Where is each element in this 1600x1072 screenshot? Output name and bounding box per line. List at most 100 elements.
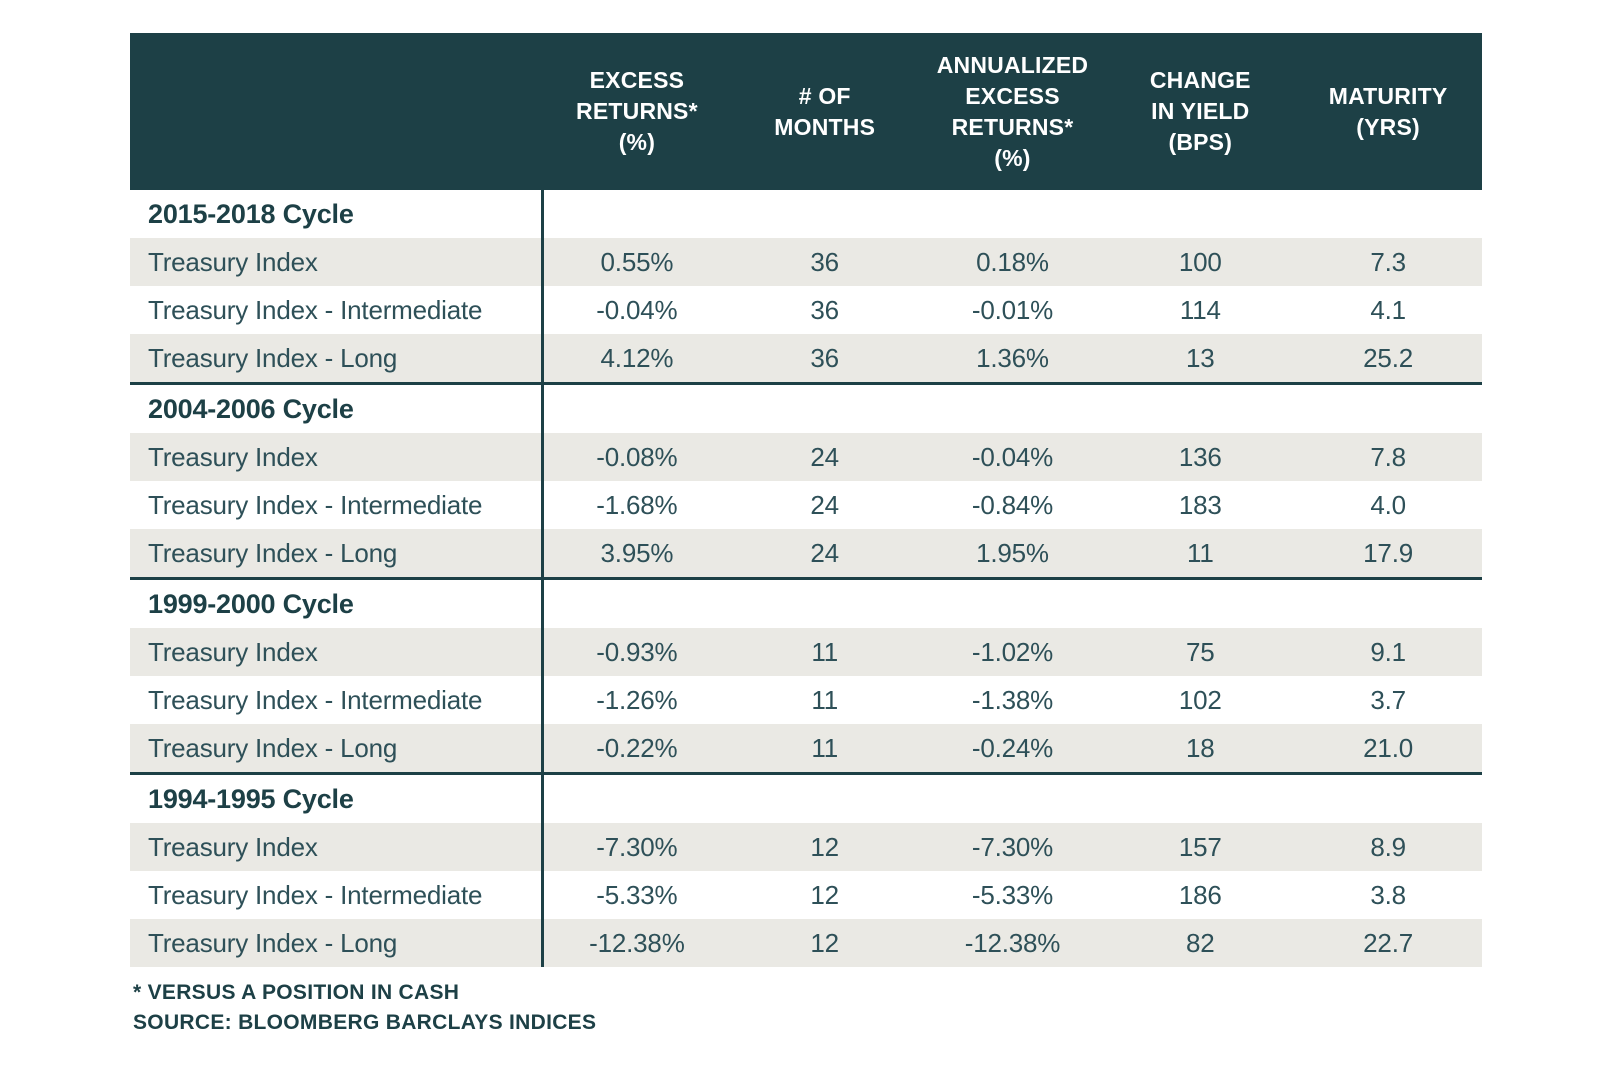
data-cell: 11: [1186, 537, 1214, 568]
data-cell: 183: [1178, 489, 1222, 520]
cycle-section: 2004-2006 Cycle Treasury Index -0.08% 24 -0.…: [130, 385, 1482, 580]
table-row: Treasury Index -0.93% 11 -1.02% 75 9.1: [130, 628, 1482, 676]
data-cell: -5.33%: [971, 879, 1054, 910]
cycle-section: 1999-2000 Cycle Treasury Index -0.93% 11 -1.…: [130, 580, 1482, 775]
data-cell: 7.3: [1370, 246, 1406, 277]
data-cell: -0.84%: [971, 489, 1054, 520]
data-cell: 157: [1178, 831, 1222, 862]
row-label: Treasury Index: [148, 246, 318, 277]
footnote-source: SOURCE: BLOOMBERG BARCLAYS INDICES: [133, 1011, 597, 1034]
data-cell: 102: [1178, 684, 1222, 715]
data-cell: 1.95%: [976, 537, 1049, 568]
data-cell: 3.95%: [600, 537, 674, 568]
data-cell: 100: [1178, 246, 1222, 277]
row-label: Treasury Index - Long: [148, 537, 398, 568]
data-cell: -0.22%: [596, 732, 678, 763]
column-header-annualized-excess-returns: ANNUALIZED EXCESS RETURNS* (%): [936, 51, 1089, 171]
table-row: Treasury Index - Long 4.12% 36 1.36% 13 25.2: [130, 334, 1482, 382]
cycle-title-row: 1999-2000 Cycle: [130, 580, 1482, 628]
data-cell: 36: [810, 342, 839, 373]
data-cell: 24: [810, 441, 839, 472]
data-cell: -0.04%: [971, 441, 1054, 472]
data-cell: 0.18%: [976, 246, 1049, 277]
table-row: Treasury Index - Long -0.22% 11 -0.24% 18 21.…: [130, 724, 1482, 772]
table-row: Treasury Index - Long 3.95% 24 1.95% 11 17.9: [130, 529, 1482, 577]
data-cell: -0.93%: [596, 636, 678, 667]
data-cell: -7.30%: [971, 831, 1054, 862]
row-label: Treasury Index - Intermediate: [148, 489, 483, 520]
data-cell: -1.02%: [971, 636, 1054, 667]
data-cell: 4.0: [1370, 489, 1406, 520]
row-label: Treasury Index - Long: [148, 342, 398, 373]
column-header-excess-returns: EXCESS RETURNS* (%): [576, 67, 698, 155]
data-cell: 11: [811, 636, 838, 667]
data-cell: -12.38%: [589, 927, 685, 958]
data-cell: 11: [811, 684, 838, 715]
data-cell: -0.04%: [596, 294, 678, 325]
table-row: Treasury Index - Intermediate -1.26% 11 -1.…: [130, 676, 1482, 724]
data-cell: 9.1: [1370, 636, 1406, 667]
row-label: Treasury Index - Intermediate: [148, 684, 483, 715]
table-row: Treasury Index -7.30% 12 -7.30% 157 8.9: [130, 823, 1482, 871]
data-cell: -1.68%: [596, 489, 678, 520]
data-cell: 12: [810, 879, 839, 910]
footnotes: * VERSUS A POSITION IN CASH SOURCE: BLOO…: [133, 978, 596, 1038]
table-row: Treasury Index -0.08% 24 -0.04% 136 7.8: [130, 433, 1482, 481]
row-label: Treasury Index: [148, 831, 318, 862]
data-cell: -5.33%: [596, 879, 678, 910]
data-cell: -0.08%: [596, 441, 678, 472]
data-cell: 0.55%: [600, 246, 674, 277]
data-cell: 136: [1178, 441, 1222, 472]
data-cell: -1.38%: [971, 684, 1054, 715]
data-cell: -0.24%: [971, 732, 1054, 763]
data-cell: 12: [810, 831, 839, 862]
data-cell: 13: [1186, 342, 1215, 373]
vertical-divider: [541, 190, 544, 967]
data-cell: -12.38%: [964, 927, 1061, 958]
row-label: Treasury Index - Intermediate: [148, 879, 483, 910]
column-header-maturity: MATURITY (YRS): [1328, 82, 1448, 140]
cycle-title-row: 1994-1995 Cycle: [130, 775, 1482, 823]
data-cell: 21.0: [1363, 732, 1413, 763]
data-cell: 3.8: [1370, 879, 1406, 910]
table-row: Treasury Index - Intermediate -0.04% 36 -0.…: [130, 286, 1482, 334]
data-cell: 11: [811, 732, 838, 763]
table-row: Treasury Index - Intermediate -5.33% 12 -5.…: [130, 871, 1482, 919]
cycle-title-row: 2004-2006 Cycle: [130, 385, 1482, 433]
data-cell: 36: [810, 294, 839, 325]
data-cell: 17.9: [1363, 537, 1413, 568]
table-row: Treasury Index - Long -12.38% 12 -12.38% 82 2…: [130, 919, 1482, 967]
data-cell: 7.8: [1370, 441, 1406, 472]
row-label: Treasury Index - Long: [148, 732, 398, 763]
data-cell: 82: [1186, 927, 1215, 958]
data-cell: 22.7: [1363, 927, 1413, 958]
data-cell: 4.1: [1370, 294, 1406, 325]
data-cell: 114: [1179, 294, 1221, 325]
data-cell: 36: [810, 246, 839, 277]
data-cell: 8.9: [1370, 831, 1406, 862]
data-cell: 4.12%: [600, 342, 674, 373]
cycle-title: 2015-2018 Cycle: [148, 198, 354, 229]
data-cell: 12: [810, 927, 839, 958]
table-header: EXCESS RETURNS* (%) # OF MONTHS ANNUALIZ…: [130, 33, 1482, 190]
cycle-title-row: 2015-2018 Cycle: [130, 190, 1482, 238]
data-cell: 1.36%: [976, 342, 1049, 373]
data-cell: 24: [810, 489, 839, 520]
table-body: 2015-2018 Cycle Treasury Index 0.55% 36 0.18…: [130, 190, 1482, 967]
data-cell: -1.26%: [596, 684, 678, 715]
row-label: Treasury Index: [148, 441, 318, 472]
column-header-months: # OF MONTHS: [774, 82, 876, 140]
data-cell: 186: [1178, 879, 1222, 910]
treasury-excess-returns-table: EXCESS RETURNS* (%) # OF MONTHS ANNUALIZ…: [130, 33, 1482, 967]
footnote-versus-cash: * VERSUS A POSITION IN CASH: [133, 981, 460, 1004]
cycle-title: 2004-2006 Cycle: [148, 393, 354, 424]
row-label: Treasury Index - Long: [148, 927, 398, 958]
cycle-section: 1994-1995 Cycle Treasury Index -7.30% 12 -7.…: [130, 775, 1482, 967]
cycle-section: 2015-2018 Cycle Treasury Index 0.55% 36 0.18…: [130, 190, 1482, 385]
column-header-change-in-yield: CHANGE IN YIELD (BPS): [1149, 67, 1251, 155]
data-cell: 25.2: [1363, 342, 1413, 373]
cycle-title: 1999-2000 Cycle: [148, 588, 354, 619]
data-cell: -7.30%: [596, 831, 678, 862]
data-cell: 75: [1186, 636, 1215, 667]
row-label: Treasury Index - Intermediate: [148, 294, 483, 325]
